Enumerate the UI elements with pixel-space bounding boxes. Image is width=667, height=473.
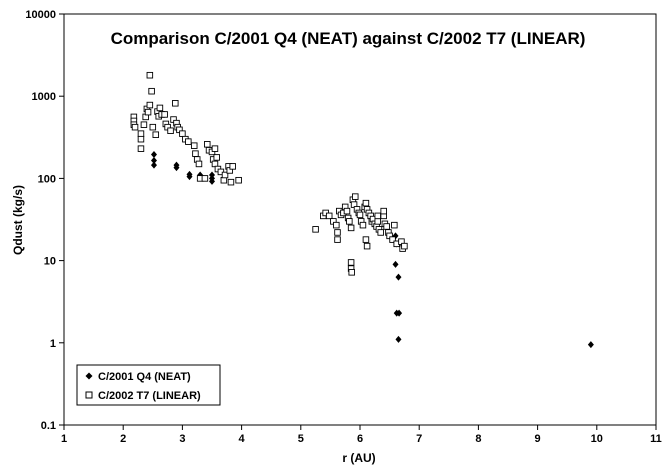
linear-point — [334, 236, 341, 243]
linear-point — [352, 193, 359, 200]
linear-point — [401, 242, 408, 250]
x-tick-label: 3 — [179, 433, 185, 445]
neat-point — [150, 157, 157, 165]
linear-point — [146, 101, 154, 109]
linear-point — [374, 218, 382, 225]
x-tick-label: 8 — [475, 433, 481, 445]
neat-point — [186, 173, 193, 181]
x-axis-label: r (AU) — [342, 451, 375, 465]
linear-point — [363, 242, 371, 250]
linear-point — [359, 221, 367, 229]
linear-point — [235, 176, 242, 184]
linear-point — [167, 127, 174, 134]
linear-point — [362, 236, 370, 243]
linear-point — [312, 226, 319, 233]
legend-marker-diamond — [85, 372, 93, 380]
neat-point — [173, 164, 180, 172]
linear-point — [221, 171, 229, 179]
linear-point — [149, 123, 157, 131]
linear-point — [374, 212, 382, 220]
linear-point — [347, 259, 355, 266]
linear-point — [137, 130, 145, 137]
neat-point — [392, 260, 399, 268]
data-points — [130, 71, 594, 349]
linear-point — [172, 100, 179, 107]
linear-point — [347, 224, 355, 232]
neat-point — [395, 335, 402, 343]
linear-point — [333, 221, 340, 229]
linear-point — [229, 163, 236, 170]
x-tick-label: 5 — [298, 433, 304, 445]
y-tick-label: 100 — [38, 173, 56, 185]
x-tick-label: 7 — [416, 433, 422, 445]
legend-box — [76, 364, 221, 406]
linear-point — [140, 121, 148, 128]
neat-point — [395, 273, 402, 281]
y-tick-label: 1000 — [32, 91, 56, 103]
chart-title: Comparison C/2001 Q4 (NEAT) against C/20… — [111, 29, 586, 48]
neat-point — [150, 161, 157, 169]
linear-point — [146, 71, 154, 79]
x-tick-label: 4 — [239, 433, 246, 445]
y-tick-label: 10000 — [25, 9, 56, 21]
linear-point — [362, 199, 370, 207]
linear-point — [179, 130, 186, 137]
linear-point — [156, 104, 164, 112]
linear-point — [137, 135, 145, 143]
linear-point — [220, 176, 228, 184]
linear-point — [192, 150, 199, 157]
neat-point — [209, 177, 215, 185]
linear-point — [137, 145, 145, 152]
linear-point — [211, 145, 219, 152]
linear-point — [348, 269, 355, 276]
linear-point — [325, 212, 333, 220]
linear-point — [227, 178, 235, 186]
x-tick-label: 1 — [61, 433, 67, 445]
linear-point — [383, 223, 390, 230]
linear-point — [190, 142, 198, 149]
linear-point — [204, 141, 211, 148]
x-tick-label: 6 — [357, 433, 363, 445]
y-tick-label: 0.1 — [41, 420, 56, 432]
linear-point — [380, 207, 387, 215]
neat-point — [396, 309, 403, 317]
linear-point — [195, 160, 203, 168]
linear-point — [148, 87, 155, 95]
linear-point — [377, 229, 384, 236]
y-tick-label: 1 — [50, 338, 56, 350]
y-axis-label: Qdust (kg/s) — [11, 185, 25, 255]
linear-point — [185, 138, 192, 145]
neat-point — [150, 151, 157, 159]
legend: C/2001 Q4 (NEAT) C/2002 T7 (LINEAR) — [76, 364, 221, 406]
x-tick-label: 2 — [120, 433, 126, 445]
x-tick-label: 11 — [650, 433, 662, 445]
linear-point — [201, 175, 209, 182]
x-axis: 1 2 3 4 5 6 7 8 9 10 11 — [61, 425, 662, 445]
legend-marker-square — [85, 391, 93, 399]
linear-point — [356, 211, 364, 219]
linear-point — [343, 207, 351, 215]
linear-point — [131, 123, 139, 131]
neat-point — [587, 341, 594, 349]
y-tick-label: 10 — [44, 256, 56, 268]
linear-point — [152, 131, 160, 138]
x-tick-label: 10 — [591, 433, 603, 445]
y-axis: 0.1 1 10 100 1000 10000 — [25, 9, 64, 432]
legend-label-neat: C/2001 Q4 (NEAT) — [98, 371, 191, 383]
legend-label-linear: C/2002 T7 (LINEAR) — [98, 390, 201, 402]
linear-point — [389, 236, 396, 243]
linear-point — [161, 111, 168, 118]
linear-point — [346, 218, 353, 225]
linear-point — [391, 221, 398, 229]
linear-point — [334, 229, 341, 236]
linear-point — [144, 108, 152, 116]
x-tick-label: 9 — [535, 433, 541, 445]
linear-point — [213, 154, 220, 161]
